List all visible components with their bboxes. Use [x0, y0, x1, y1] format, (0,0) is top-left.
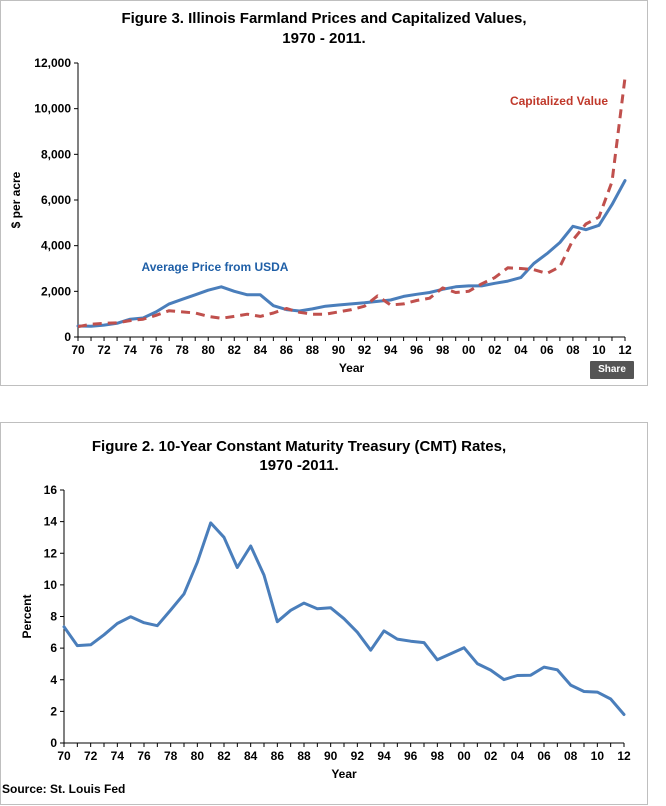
- x-tick-label: 78: [164, 749, 178, 763]
- x-tick-label: 08: [564, 749, 578, 763]
- x-tick-label: 78: [176, 343, 190, 357]
- farmland-chart: Figure 3. Illinois Farmland Prices and C…: [1, 1, 649, 387]
- y-tick-label: 12,000: [34, 56, 71, 70]
- source-note: Source: St. Louis Fed: [2, 782, 125, 796]
- x-tick-label: 76: [137, 749, 151, 763]
- series-label-capitalized: Capitalized Value: [510, 94, 608, 108]
- x-tick-label: 92: [351, 749, 365, 763]
- x-tick-label: 92: [358, 343, 372, 357]
- y-tick-label: 6: [50, 641, 57, 655]
- y-tick-label: 0: [50, 736, 57, 750]
- x-tick-label: 90: [324, 749, 338, 763]
- x-tick-label: 70: [57, 749, 71, 763]
- x-tick-label: 04: [511, 749, 525, 763]
- x-tick-label: 74: [111, 749, 125, 763]
- y-axis-label: $ per acre: [9, 171, 23, 228]
- x-tick-label: 10: [591, 749, 605, 763]
- x-tick-label: 86: [271, 749, 285, 763]
- series-line-2: [78, 78, 625, 327]
- x-tick-label: 06: [537, 749, 551, 763]
- x-tick-label: 10: [592, 343, 606, 357]
- x-tick-label: 88: [306, 343, 320, 357]
- x-tick-label: 94: [384, 343, 398, 357]
- x-tick-label: 00: [462, 343, 476, 357]
- x-tick-label: 84: [244, 749, 258, 763]
- x-tick-label: 88: [297, 749, 311, 763]
- chart-panel-treasury: Figure 2. 10-Year Constant Maturity Trea…: [0, 422, 648, 805]
- y-tick-label: 8,000: [41, 147, 71, 161]
- chart-panel-farmland: Figure 3. Illinois Farmland Prices and C…: [0, 0, 648, 386]
- x-tick-label: 80: [191, 749, 205, 763]
- x-tick-label: 06: [540, 343, 554, 357]
- x-tick-label: 70: [71, 343, 85, 357]
- y-tick-label: 4: [50, 673, 57, 687]
- chart-title: Figure 3. Illinois Farmland Prices and C…: [121, 10, 526, 27]
- y-tick-label: 14: [44, 515, 58, 529]
- y-tick-label: 2: [50, 704, 57, 718]
- chart-subtitle: 1970 - 2011.: [282, 30, 365, 47]
- y-tick-label: 10,000: [34, 102, 71, 116]
- series-label-usda: Average Price from USDA: [142, 260, 289, 274]
- x-axis-label: Year: [331, 767, 357, 781]
- x-tick-label: 72: [97, 343, 111, 357]
- y-tick-label: 0: [64, 330, 71, 344]
- x-tick-label: 12: [618, 343, 632, 357]
- x-tick-label: 98: [436, 343, 450, 357]
- y-tick-label: 10: [44, 578, 58, 592]
- x-tick-label: 72: [84, 749, 98, 763]
- y-tick-label: 6,000: [41, 193, 71, 207]
- x-tick-label: 98: [431, 749, 445, 763]
- chart-title: Figure 2. 10-Year Constant Maturity Trea…: [92, 438, 506, 455]
- x-tick-label: 02: [488, 343, 502, 357]
- x-tick-label: 02: [484, 749, 498, 763]
- y-tick-label: 12: [44, 546, 58, 560]
- x-tick-label: 08: [566, 343, 580, 357]
- series-line-1: [64, 523, 624, 715]
- y-tick-label: 2,000: [41, 284, 71, 298]
- x-tick-label: 94: [377, 749, 391, 763]
- share-button[interactable]: Share: [590, 361, 634, 379]
- y-axis-label: Percent: [20, 594, 34, 638]
- x-tick-label: 80: [202, 343, 216, 357]
- x-tick-label: 76: [149, 343, 163, 357]
- y-tick-label: 4,000: [41, 239, 71, 253]
- x-tick-label: 90: [332, 343, 346, 357]
- x-axis-label: Year: [339, 361, 365, 375]
- y-tick-label: 8: [50, 610, 57, 624]
- x-tick-label: 96: [410, 343, 424, 357]
- x-tick-label: 00: [457, 749, 471, 763]
- x-tick-label: 12: [617, 749, 631, 763]
- x-tick-label: 82: [217, 749, 231, 763]
- x-tick-label: 86: [280, 343, 294, 357]
- x-tick-label: 82: [228, 343, 242, 357]
- chart-subtitle: 1970 -2011.: [259, 457, 338, 474]
- y-tick-label: 16: [44, 483, 58, 497]
- x-tick-label: 84: [254, 343, 268, 357]
- series-line-1: [78, 181, 625, 327]
- treasury-chart: Figure 2. 10-Year Constant Maturity Trea…: [1, 423, 649, 806]
- x-tick-label: 04: [514, 343, 528, 357]
- x-tick-label: 74: [123, 343, 137, 357]
- x-tick-label: 96: [404, 749, 418, 763]
